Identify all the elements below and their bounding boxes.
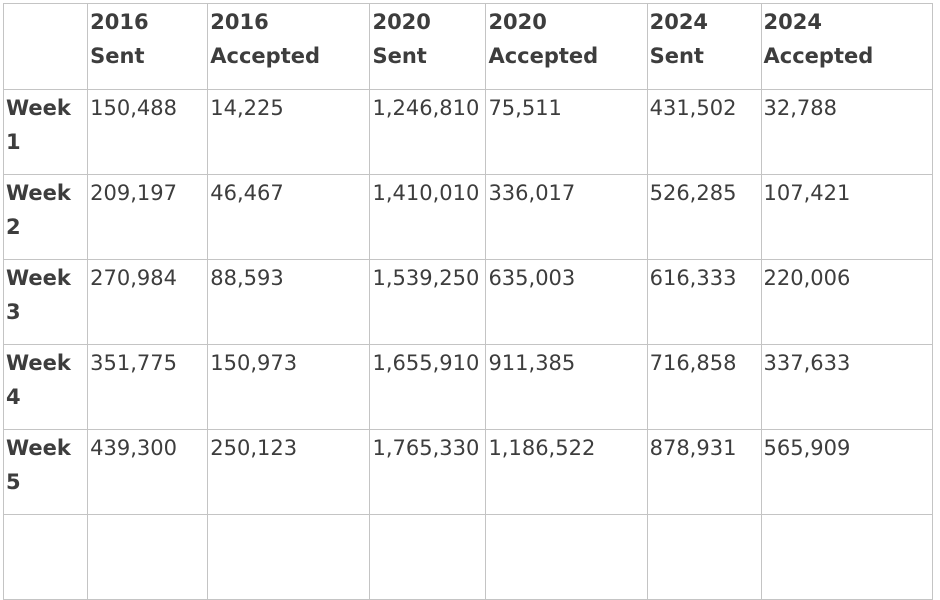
column-header-kind: Sent <box>649 44 704 68</box>
table-cell: 1,655,910 <box>369 344 487 430</box>
column-header: 2024 Sent <box>646 3 762 90</box>
column-header-kind: Sent <box>90 44 145 68</box>
row-label-cutoff <box>2 514 89 600</box>
table-row-cutoff <box>2 514 934 600</box>
table-cell: 1,246,810 <box>369 89 487 175</box>
table-cell: 150,488 <box>87 89 209 175</box>
table-row: Week 3 270,984 88,593 1,539,250 635,003 … <box>2 259 934 345</box>
table-cell: 878,931 <box>646 429 762 515</box>
row-label: Week 2 <box>2 174 89 260</box>
table-cell-cutoff <box>760 514 934 600</box>
table-cell: 270,984 <box>87 259 209 345</box>
table-cell: 32,788 <box>760 89 934 175</box>
table-cell-cutoff <box>646 514 762 600</box>
table-cell: 1,186,522 <box>485 429 648 515</box>
table-cell: 635,003 <box>485 259 648 345</box>
column-header: 2024 Accepted <box>760 3 934 90</box>
table-cell: 14,225 <box>207 89 371 175</box>
table-cell: 439,300 <box>87 429 209 515</box>
table-cell: 431,502 <box>646 89 762 175</box>
table-cell: 250,123 <box>207 429 371 515</box>
column-header: 2020 Accepted <box>485 3 648 90</box>
row-label: Week 5 <box>2 429 89 515</box>
table-cell: 150,973 <box>207 344 371 430</box>
table-cell: 336,017 <box>485 174 648 260</box>
column-header-year: 2016 <box>210 10 269 34</box>
corner-cell <box>2 3 89 90</box>
table-cell: 209,197 <box>87 174 209 260</box>
row-label: Week 3 <box>2 259 89 345</box>
table-cell: 1,410,010 <box>369 174 487 260</box>
table-cell: 75,511 <box>485 89 648 175</box>
ballot-table: 2016 Sent 2016 Accepted 2020 Sent 2020 A… <box>2 3 934 600</box>
column-header-year: 2020 <box>372 10 431 34</box>
table-cell: 351,775 <box>87 344 209 430</box>
table-cell: 1,765,330 <box>369 429 487 515</box>
table-cell-cutoff <box>369 514 487 600</box>
table-cell: 88,593 <box>207 259 371 345</box>
row-label: Week 4 <box>2 344 89 430</box>
column-header: 2016 Sent <box>87 3 209 90</box>
table-cell: 107,421 <box>760 174 934 260</box>
column-header-year: 2024 <box>763 10 822 34</box>
column-header-year: 2020 <box>488 10 547 34</box>
column-header-kind: Sent <box>372 44 427 68</box>
table-row: Week 2 209,197 46,467 1,410,010 336,017 … <box>2 174 934 260</box>
row-label: Week 1 <box>2 89 89 175</box>
table-cell-cutoff <box>207 514 371 600</box>
column-header: 2016 Accepted <box>207 3 371 90</box>
table-cell: 565,909 <box>760 429 934 515</box>
table-cell: 911,385 <box>485 344 648 430</box>
table-cell-cutoff <box>485 514 648 600</box>
table-cell: 716,858 <box>646 344 762 430</box>
table-cell-cutoff <box>87 514 209 600</box>
column-header-kind: Accepted <box>763 44 874 68</box>
table-cell: 46,467 <box>207 174 371 260</box>
column-header-kind: Accepted <box>488 44 599 68</box>
table-row: Week 5 439,300 250,123 1,765,330 1,186,5… <box>2 429 934 515</box>
table-cell: 526,285 <box>646 174 762 260</box>
table-row: Week 4 351,775 150,973 1,655,910 911,385… <box>2 344 934 430</box>
table-cell: 616,333 <box>646 259 762 345</box>
table-row: Week 1 150,488 14,225 1,246,810 75,511 4… <box>2 89 934 175</box>
table-cell: 1,539,250 <box>369 259 487 345</box>
column-header-kind: Accepted <box>210 44 321 68</box>
column-header: 2020 Sent <box>369 3 487 90</box>
column-header-year: 2016 <box>90 10 149 34</box>
column-header-year: 2024 <box>649 10 709 34</box>
header-row: 2016 Sent 2016 Accepted 2020 Sent 2020 A… <box>2 3 934 90</box>
table-cell: 337,633 <box>760 344 934 430</box>
table-cell: 220,006 <box>760 259 934 345</box>
